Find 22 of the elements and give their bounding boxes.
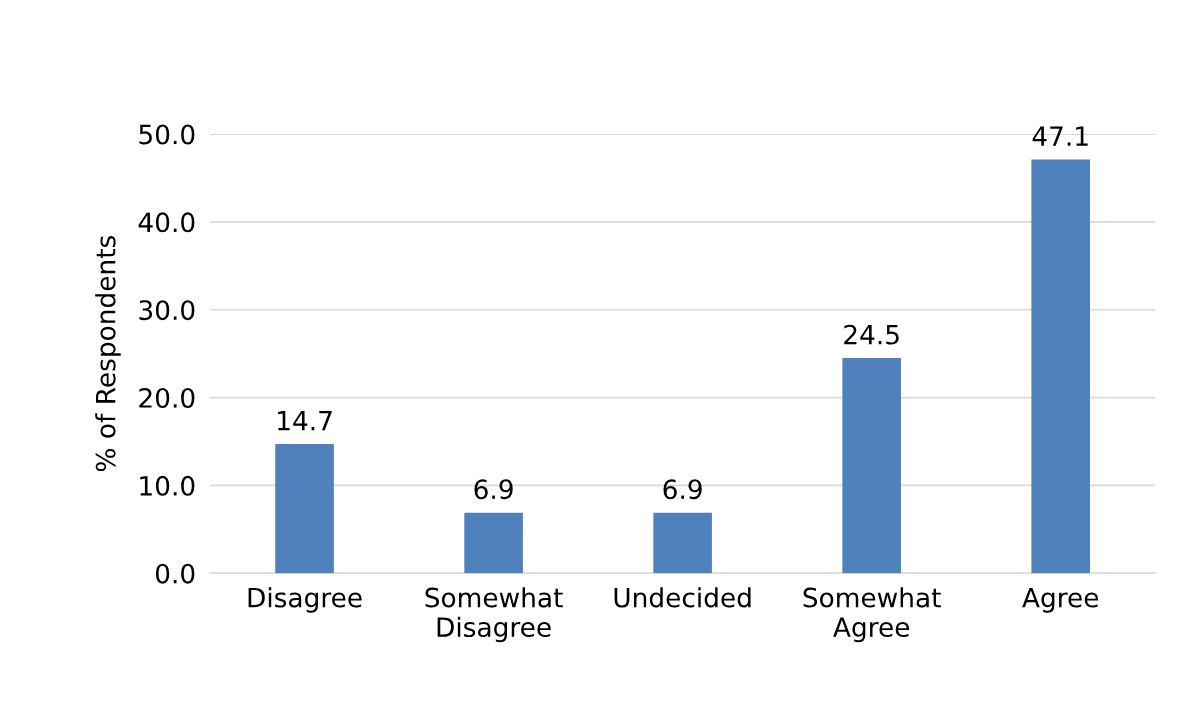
y-tick-label: 20.0 bbox=[139, 388, 195, 408]
y-axis-title: % of Respondents bbox=[95, 236, 121, 472]
bar bbox=[653, 512, 712, 574]
data-label: 24.5 bbox=[844, 324, 899, 345]
data-label: 6.9 bbox=[474, 479, 513, 500]
bar bbox=[1031, 159, 1090, 574]
data-label: 14.7 bbox=[278, 411, 332, 431]
bar bbox=[842, 358, 901, 574]
y-tick-label: 10.0 bbox=[140, 475, 195, 496]
x-tick-label: Undecided bbox=[614, 587, 751, 608]
y-tick-label: 50.0 bbox=[139, 124, 195, 145]
y-tick-label: 0.0 bbox=[155, 563, 195, 584]
y-tick-label: 40.0 bbox=[138, 212, 195, 233]
x-tick-label: Somewhat Disagree bbox=[425, 587, 563, 643]
y-tick-label: 30.0 bbox=[139, 300, 195, 321]
data-label: 6.9 bbox=[663, 479, 702, 500]
x-tick-label: Agree bbox=[1022, 587, 1099, 613]
x-tick-label: Disagree bbox=[248, 587, 362, 613]
bar bbox=[464, 512, 523, 574]
x-tick-label: Somewhat Agree bbox=[803, 587, 941, 643]
data-label: 47.1 bbox=[1032, 126, 1088, 146]
bar bbox=[275, 444, 334, 574]
